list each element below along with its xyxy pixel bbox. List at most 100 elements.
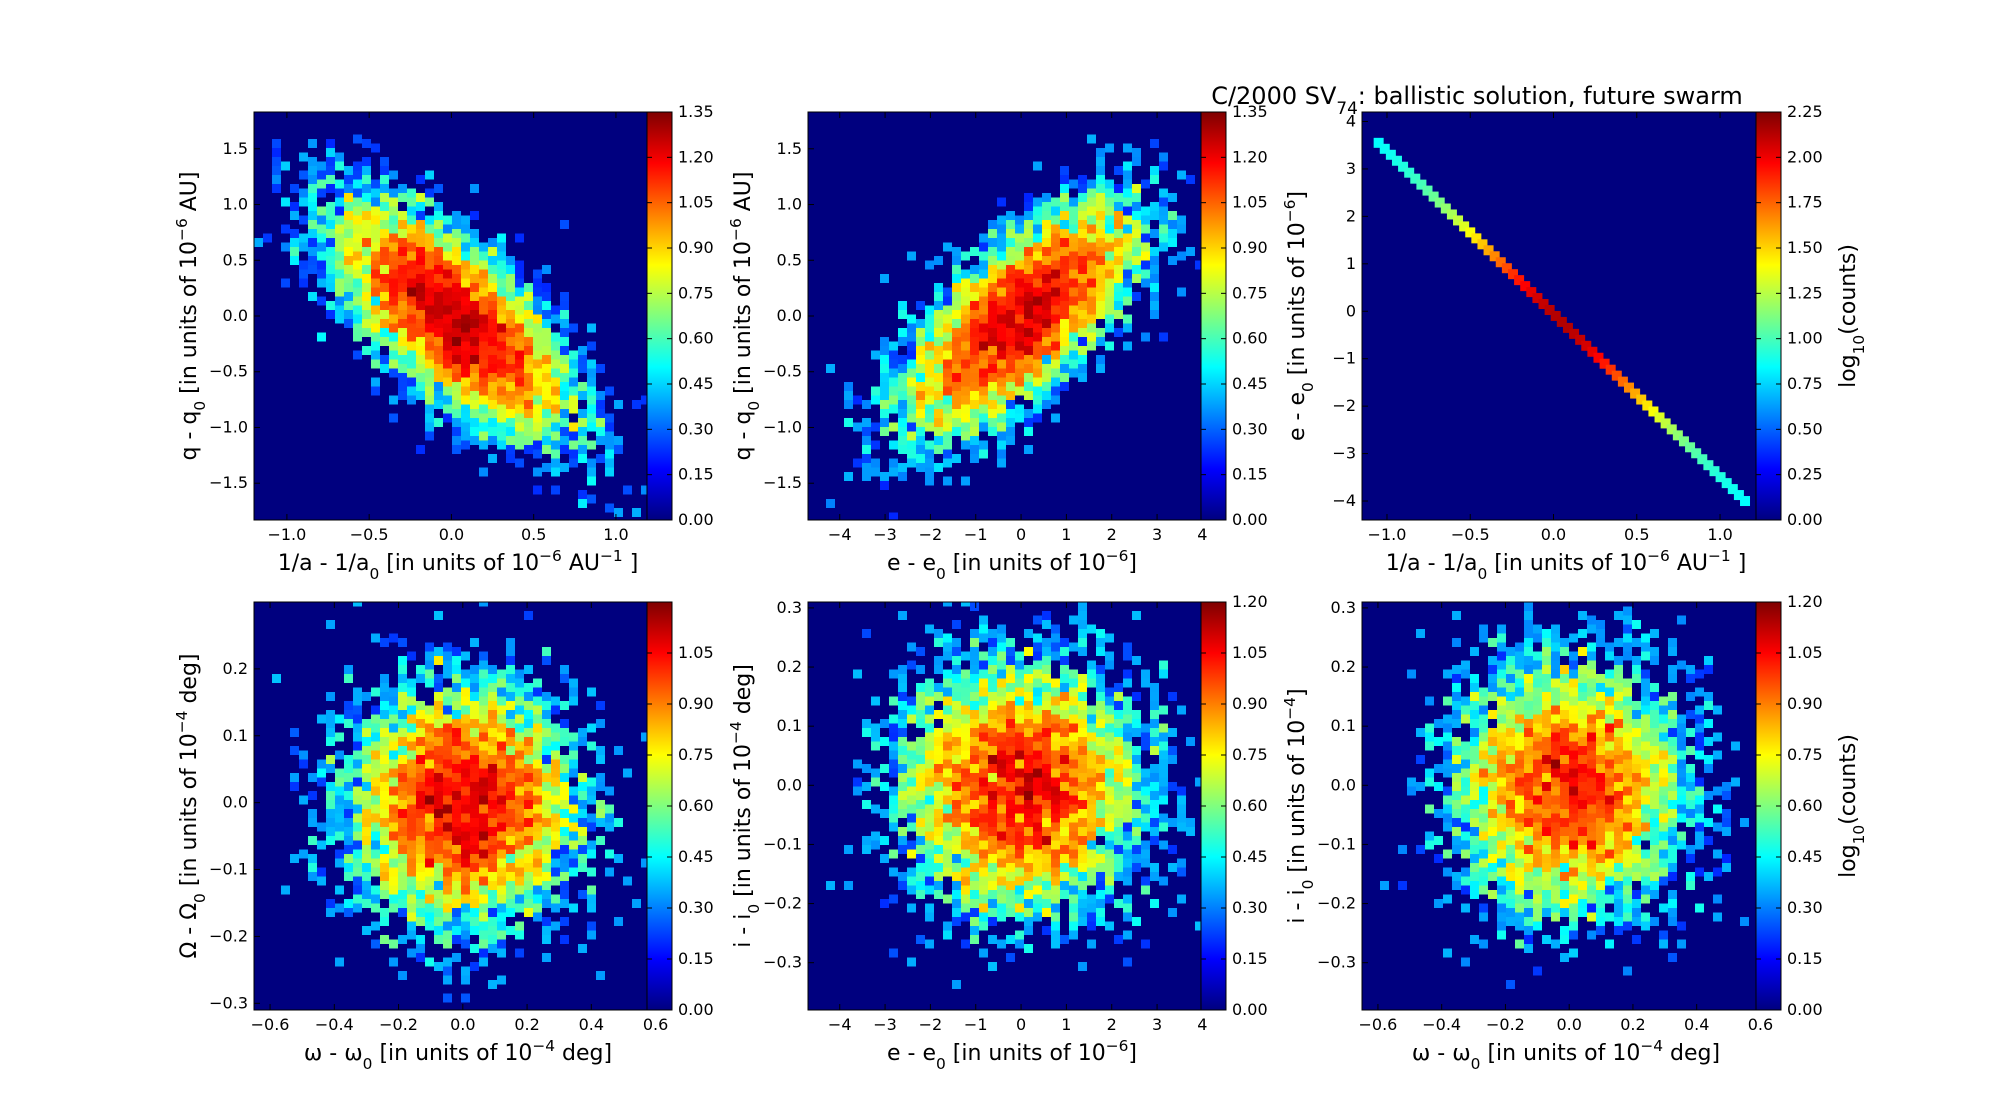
hexbin-cell xyxy=(1132,746,1141,755)
hexbin-cell xyxy=(1713,849,1722,859)
hexbin-cell xyxy=(1051,678,1060,688)
hexbin-cell xyxy=(925,305,934,315)
hexbin-cell xyxy=(434,827,443,836)
hexbin-cell xyxy=(1060,274,1069,283)
hexbin-cell xyxy=(506,418,515,427)
hexbin-cell xyxy=(1560,827,1569,836)
hexbin-cell xyxy=(1668,791,1677,800)
hexbin-cell xyxy=(362,773,371,782)
hexbin-cell xyxy=(1605,705,1614,715)
hexbin-cell xyxy=(1641,678,1650,688)
hexbin-cell xyxy=(907,350,916,360)
hexbin-cell xyxy=(1515,768,1524,778)
hexbin-cell xyxy=(1060,827,1069,836)
hexbin-cell xyxy=(1407,669,1416,679)
hexbin-cell xyxy=(1159,822,1168,832)
hexbin-cell xyxy=(979,723,988,733)
hexbin-cell xyxy=(335,849,344,859)
hexbin-cell xyxy=(353,876,362,886)
hexbin-cell xyxy=(880,274,889,283)
hexbin-cell xyxy=(853,422,862,432)
hexbin-cell xyxy=(1141,179,1150,189)
hexbin-cell xyxy=(970,328,979,337)
hexbin-cell xyxy=(389,804,398,814)
hexbin-cell xyxy=(1078,710,1087,719)
hexbin-cell xyxy=(934,791,943,800)
hexbin-cell xyxy=(533,377,542,387)
hexbin-cell xyxy=(452,656,461,665)
hexbin-cell xyxy=(1605,750,1614,760)
hexbin-cell xyxy=(452,692,461,701)
hexbin-cell xyxy=(425,660,434,670)
hexbin-cell xyxy=(1479,795,1488,805)
hexbin-cell xyxy=(587,413,596,423)
hexbin-cell xyxy=(371,732,380,742)
hexbin-cell xyxy=(443,858,452,868)
hexbin-cell xyxy=(1150,746,1159,755)
hexbin-cell xyxy=(1114,166,1123,175)
hexbin-cell xyxy=(979,732,988,742)
hexbin-cell xyxy=(970,755,979,764)
hexbin-cell xyxy=(371,188,380,198)
hexbin-cell xyxy=(952,647,961,656)
hexbin-cell xyxy=(871,804,880,814)
hexbin-cell xyxy=(506,800,515,809)
hexbin-cell xyxy=(1713,822,1722,832)
hexbin-cell xyxy=(542,265,551,274)
hexbin-cell xyxy=(407,332,416,342)
hexbin-cell xyxy=(988,283,997,292)
hexbin-cell xyxy=(1087,224,1096,234)
hexbin-cell xyxy=(1659,804,1668,814)
hexbin-cell xyxy=(506,719,515,728)
hexbin-cell xyxy=(461,687,470,697)
hexbin-cell xyxy=(452,265,461,274)
hexbin-cell xyxy=(389,323,398,333)
hexbin-cell xyxy=(353,705,362,715)
hexbin-cell xyxy=(461,849,470,859)
hexbin-cell xyxy=(907,741,916,751)
hexbin-cell xyxy=(1668,890,1677,899)
hexbin-cell xyxy=(425,341,434,351)
hexbin-cell xyxy=(551,723,560,733)
hexbin-cell xyxy=(1105,269,1114,279)
hexbin-cell xyxy=(551,795,560,805)
hexbin-cell xyxy=(1488,773,1497,782)
hexbin-cell xyxy=(1033,867,1042,877)
hexbin-cell xyxy=(961,350,970,360)
hexbin-cell xyxy=(970,674,979,683)
hexbin-cell xyxy=(1686,692,1695,701)
hexbin-cell xyxy=(1578,800,1587,809)
hexbin-cell xyxy=(1533,966,1542,976)
hexbin-cell xyxy=(1096,238,1105,247)
hexbin-cell xyxy=(560,463,569,472)
hexbin-cell xyxy=(979,359,988,369)
hexbin-cell xyxy=(1078,818,1087,827)
hexbin-cell xyxy=(1087,242,1096,252)
hexbin-cell xyxy=(1015,876,1024,886)
hexbin-cell xyxy=(907,395,916,405)
hexbin-cell xyxy=(925,323,934,333)
hexbin-cell xyxy=(907,332,916,342)
hexbin-cell xyxy=(1042,391,1051,400)
hexbin-cell xyxy=(1443,768,1452,778)
hexbin-cell xyxy=(979,795,988,805)
hexbin-cell xyxy=(925,768,934,778)
hexbin-cell xyxy=(979,377,988,387)
hexbin-cell xyxy=(362,319,371,328)
hexbin-cell xyxy=(826,499,835,508)
hexbin-cell xyxy=(1150,292,1159,301)
hexbin-cell xyxy=(1015,296,1024,306)
hexbin-cell xyxy=(1177,215,1186,225)
x-tick-label: 0.6 xyxy=(643,1015,668,1034)
hexbin-cell xyxy=(542,809,551,818)
colorbar-tick-label: 0.30 xyxy=(678,898,714,917)
hexbin-cell xyxy=(1650,728,1659,737)
hexbin-cell xyxy=(470,373,479,382)
hexbin-cell xyxy=(1087,314,1096,324)
hexbin-cell xyxy=(898,764,907,773)
hexbin-cell xyxy=(1024,355,1033,364)
hexbin-cell xyxy=(1407,777,1416,787)
hexbin-cell xyxy=(398,899,407,908)
hexbin-cell xyxy=(470,818,479,827)
hexbin-cell xyxy=(1533,651,1542,661)
